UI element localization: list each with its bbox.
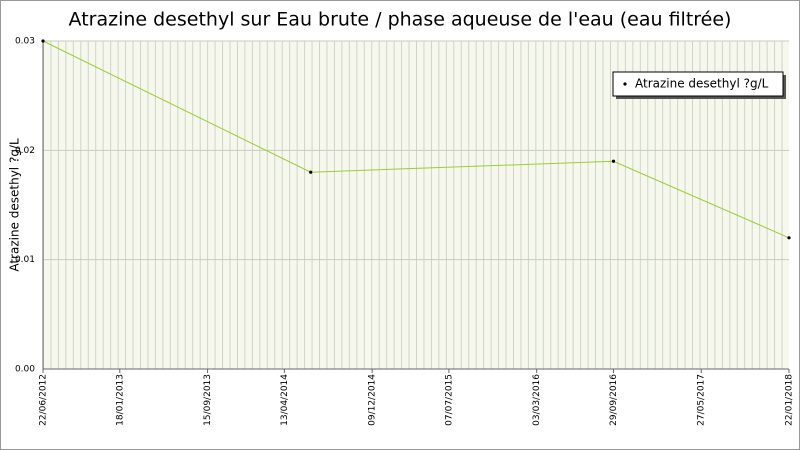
x-tick-label: 15/09/2013 [203, 374, 213, 426]
data-point [41, 39, 45, 43]
x-tick-label: 09/12/2014 [368, 374, 378, 426]
data-point [611, 159, 616, 163]
y-tick-label: 0.03 [15, 37, 35, 47]
x-tick-label: 22/01/2018 [785, 374, 795, 426]
legend-box [612, 71, 784, 97]
legend-label: Atrazine desethyl ?g/L [635, 77, 769, 91]
data-point [309, 170, 313, 174]
y-axis-label: Atrazine desethyl ?g/L [8, 138, 22, 272]
x-tick-label: 27/05/2017 [697, 374, 707, 426]
x-tick-label: 29/09/2016 [609, 374, 619, 426]
y-tick-label: 0.00 [15, 365, 35, 375]
y-tick-label: 0.02 [15, 146, 35, 156]
series-line [42, 40, 790, 239]
data-point [787, 236, 791, 240]
y-tick-label: 0.01 [15, 255, 35, 265]
x-tick-label: 13/04/2014 [280, 374, 290, 426]
x-tick-label: 22/06/2012 [39, 374, 49, 426]
x-tick-label: 03/03/2016 [532, 374, 542, 426]
chart-title: Atrazine desethyl sur Eau brute / phase … [69, 9, 732, 31]
legend-marker [623, 82, 627, 86]
x-tick-label: 18/01/2013 [115, 374, 125, 426]
x-tick-label: 07/07/2015 [444, 374, 454, 426]
